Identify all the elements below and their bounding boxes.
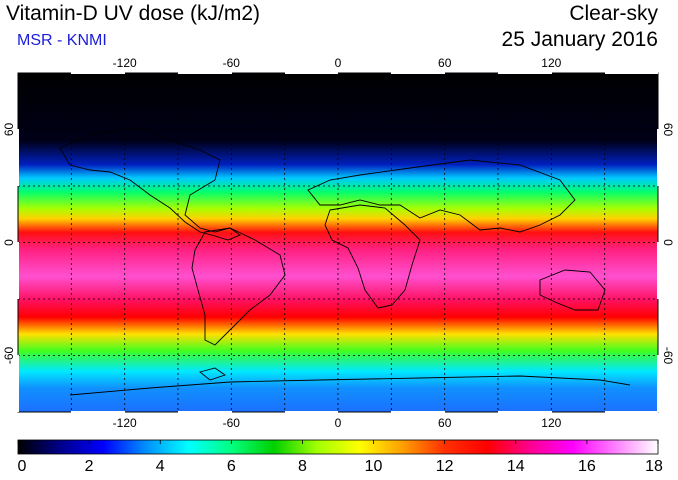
colorbar-label: 18: [645, 458, 663, 475]
map-frame: [16, 71, 660, 414]
right-lat-label: -60: [661, 347, 675, 365]
graticule: [18, 73, 658, 412]
colorbar-label: 10: [364, 458, 383, 475]
top-lon-label: 60: [438, 56, 452, 70]
bottom-lon-label: -120: [113, 416, 137, 430]
bottom-lon-labels: -120 -60 0 60 120: [113, 416, 562, 430]
left-lat-label: 60: [2, 123, 16, 137]
bottom-lon-label: -60: [223, 416, 241, 430]
colorbar-ticks: [17, 440, 659, 444]
product-label: Clear-sky: [569, 2, 658, 25]
date-label: 25 January 2016: [501, 28, 658, 51]
right-lat-label: 0: [661, 239, 675, 246]
bottom-lon-label: 120: [541, 416, 561, 430]
top-lon-label: 0: [335, 56, 342, 70]
colorbar-label: 12: [435, 458, 454, 475]
top-lon-label: -60: [223, 56, 241, 70]
colorbar: [17, 439, 659, 455]
colorbar-label: 14: [506, 458, 525, 475]
right-lat-labels: 60 0 -60: [661, 123, 675, 365]
left-lat-labels: 60 0 -60: [2, 123, 16, 365]
map-title: Vitamin-D UV dose (kJ/m2): [6, 2, 261, 25]
colorbar-label: 2: [84, 458, 94, 475]
right-lat-label: 60: [661, 123, 675, 137]
bottom-lon-label: 60: [438, 416, 452, 430]
source-label: MSR - KNMI: [17, 32, 107, 49]
colorbar-label: 16: [577, 458, 596, 475]
colorbar-label: 4: [155, 458, 165, 475]
colorbar-label: 8: [297, 458, 307, 475]
top-lon-labels: -120 -60 0 60 120: [113, 56, 562, 70]
left-lat-label: 0: [2, 239, 16, 246]
top-lon-label: -120: [113, 56, 137, 70]
bottom-lon-label: 0: [335, 416, 342, 430]
left-lat-label: -60: [2, 347, 16, 365]
colorbar-label: 0: [17, 458, 27, 475]
colorbar-label: 6: [226, 458, 236, 475]
top-lon-label: 120: [541, 56, 561, 70]
